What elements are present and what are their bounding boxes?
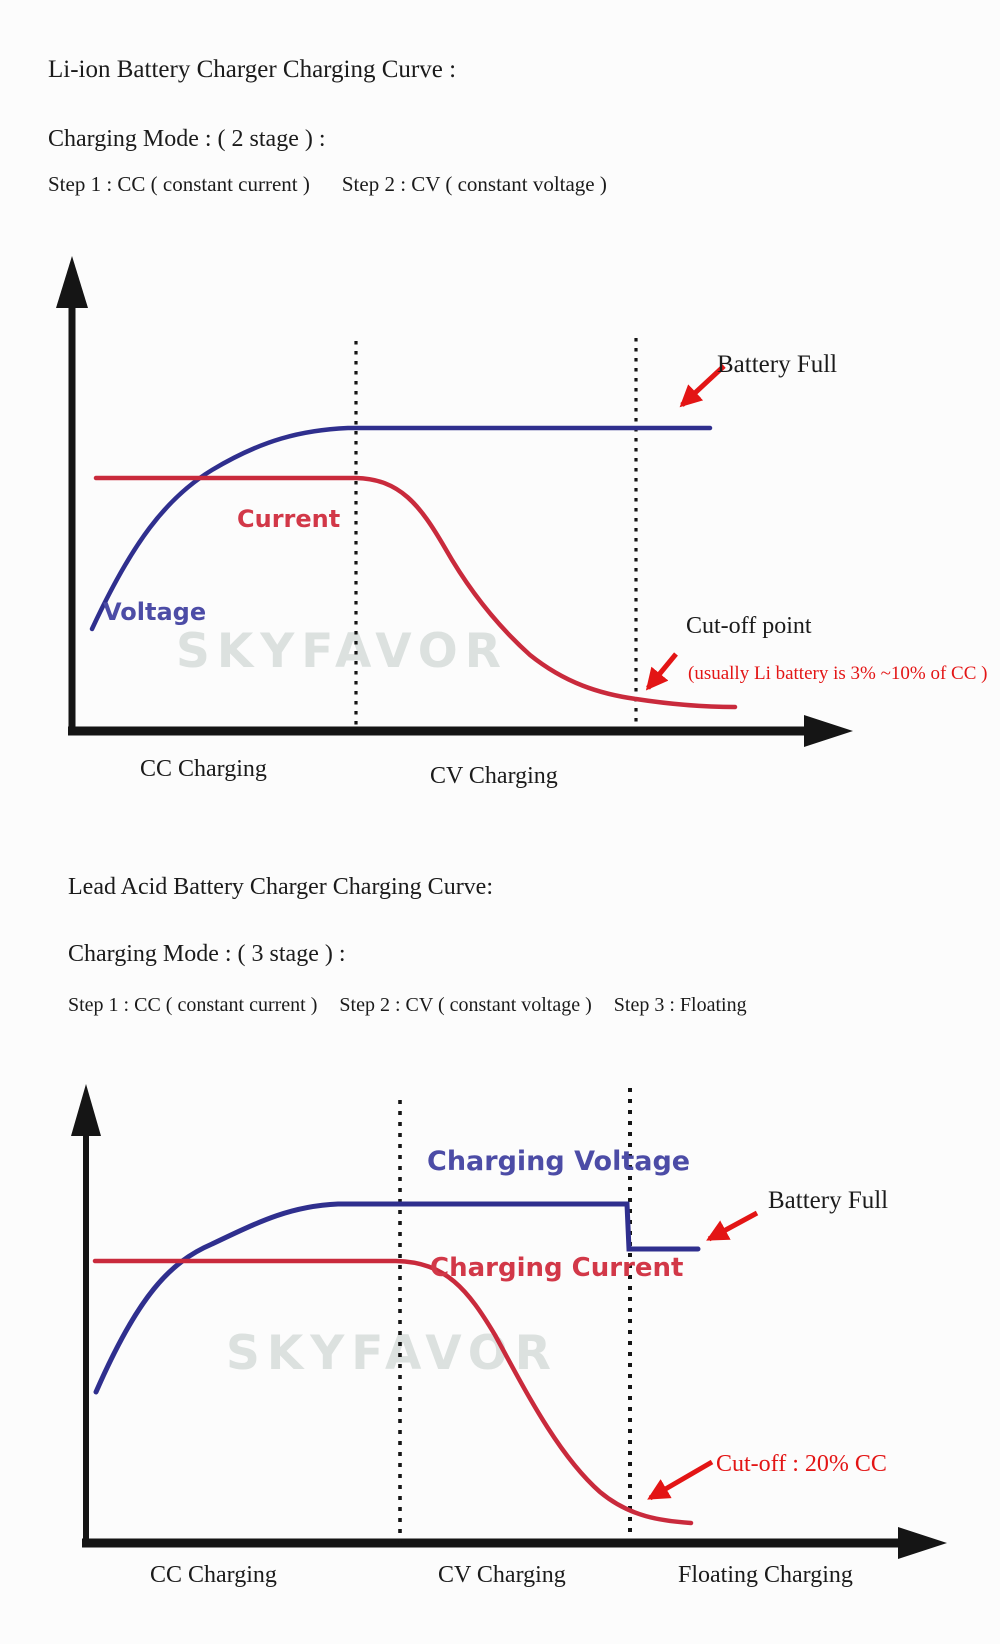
chart1-cutoff-arrow-icon [645,652,678,691]
chart2-voltage-curve [93,1201,701,1395]
chart1-plot [56,256,853,747]
chart2-x-label-floating: Floating Charging [678,1562,853,1588]
chart1-battery-full-arrow-icon [679,364,726,408]
chart1-y-axis-arrow-icon [56,256,88,308]
chart2-battery-full-label: Battery Full [768,1187,889,1214]
section1-title: Li-ion Battery Charger Charging Curve : [48,56,457,83]
chart2-current-curve [92,1258,694,1526]
chart2-current-label: Charging Current [430,1253,684,1283]
chart1-cutoff-note: (usually Li battery is 3% ~10% of CC ) [688,663,988,684]
chart2-x-label-cc: CC Charging [150,1562,277,1588]
chart1-battery-full-label: Battery Full [717,351,838,378]
section1-charging-mode: Charging Mode : ( 2 stage ) : [48,126,326,152]
watermark-chart1: SKYFAVOR [176,624,508,679]
section1-steps: Step 1 : CC ( constant current ) Step 2 … [48,172,607,197]
chart1-x-label-cc: CC Charging [140,756,267,782]
chart1-x-axis-arrow-icon [804,715,853,747]
section2-step3: Step 3 : Floating [613,994,747,1016]
section2-title: Lead Acid Battery Charger Charging Curve… [68,874,494,900]
chart1-cutoff-title: Cut-off point [686,613,812,639]
chart2-x-axis-arrow-icon [898,1527,947,1559]
chart1-voltage-curve [89,425,713,632]
chart1-current-label: Current [237,505,341,533]
chart2-plot [71,1084,947,1559]
chart2-y-axis-arrow-icon [71,1084,101,1136]
chart2-x-label-cv: CV Charging [438,1562,566,1588]
section2-step1: Step 1 : CC ( constant current ) [68,994,318,1016]
chart2-cutoff-label: Cut-off : 20% CC [716,1451,887,1477]
section2-steps: Step 1 : CC ( constant current ) Step 2 … [68,994,747,1017]
section1-step2: Step 2 : CV ( constant voltage ) [341,172,607,196]
section2-step2: Step 2 : CV ( constant voltage ) [339,994,592,1016]
chart1-current-curve [93,475,738,710]
chart1-voltage-label: Voltage [103,598,207,626]
section2-charging-mode: Charging Mode : ( 3 stage ) : [68,941,346,967]
section1-step1: Step 1 : CC ( constant current ) [48,172,310,196]
chart2-battery-full-arrow-icon [706,1210,759,1242]
chart2-cutoff-arrow-icon [647,1459,714,1501]
chart2-voltage-label: Charging Voltage [427,1146,691,1177]
chart1-x-label-cv: CV Charging [430,763,558,789]
